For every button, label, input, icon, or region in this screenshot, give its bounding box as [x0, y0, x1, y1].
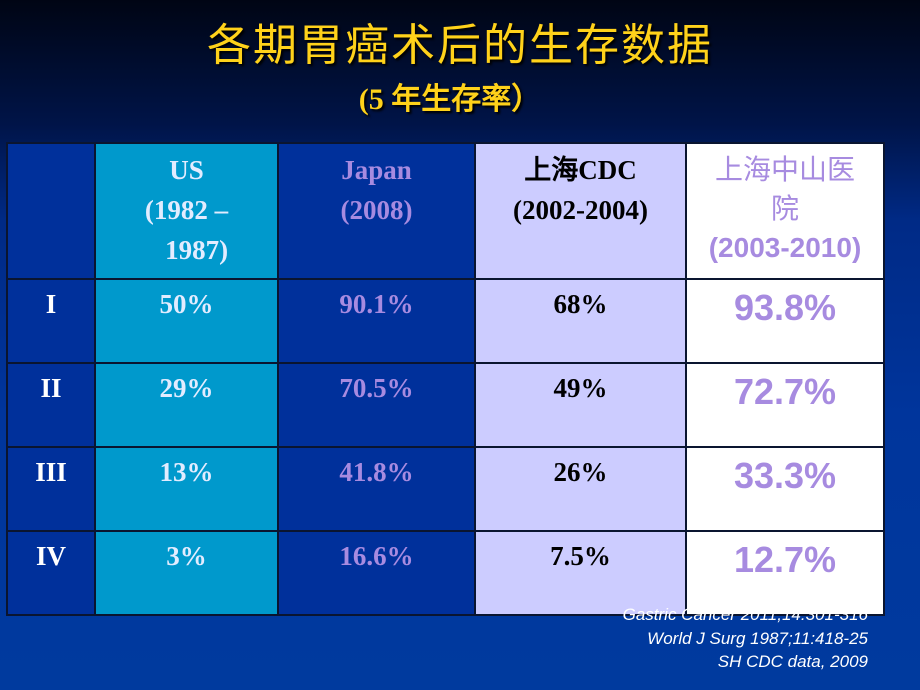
stage-cell: II [6, 362, 96, 448]
japan-value-cell: 70.5% [277, 362, 476, 448]
reference-item: Gastric Cancer 2011;14:301-316 [622, 605, 868, 624]
sh-cdc-value-cell: 49% [474, 362, 687, 448]
table-row: III 13% 41.8% 26% 33.3% [6, 446, 885, 532]
stage-cell: IV [6, 530, 96, 616]
header-zhongshan-years: (2003-2010) [708, 232, 862, 263]
header-cell-sh-cdc: 上海CDC (2002-2004) [474, 142, 687, 280]
header-sh-cdc-label: 上海CDC [524, 155, 637, 185]
reference-item: SH CDC data, 2009 [717, 652, 868, 671]
us-value-cell: 13% [94, 446, 279, 532]
header-us-years-start: (1982 – [144, 195, 229, 225]
zhongshan-value-cell: 33.3% [685, 446, 885, 532]
japan-value-cell: 90.1% [277, 278, 476, 364]
zhongshan-value-cell: 93.8% [685, 278, 885, 364]
slide-subtitle: (5 年生存率） [358, 83, 542, 116]
header-cell-japan: Japan (2008) [277, 142, 476, 280]
table-row: II 29% 70.5% 49% 72.7% [6, 362, 885, 448]
japan-value-cell: 16.6% [277, 530, 476, 616]
zhongshan-value-cell: 72.7% [685, 362, 885, 448]
table-row: IV 3% 16.6% 7.5% 12.7% [6, 530, 885, 616]
table-header-row: US (1982 – 1987) Japan (2008) 上海CDC (200… [6, 142, 885, 280]
header-zhongshan-label: 上海中山医 [714, 154, 855, 185]
stage-cell: III [6, 446, 96, 532]
slide-title: 各期胃癌术后的生存数据 [207, 20, 713, 71]
us-value-cell: 50% [94, 278, 279, 364]
zhongshan-value-cell: 12.7% [685, 530, 885, 616]
reference-item: World J Surg 1987;11:418-25 [647, 628, 868, 648]
header-cell-zhongshan: 上海中山医 院 (2003-2010) [685, 142, 885, 280]
sh-cdc-value-cell: 7.5% [474, 530, 687, 616]
sh-cdc-value-cell: 26% [474, 446, 687, 532]
header-us-label: US [169, 155, 204, 185]
us-value-cell: 29% [94, 362, 279, 448]
header-japan-label: Japan [341, 155, 412, 185]
survival-table: US (1982 – 1987) Japan (2008) 上海CDC (200… [6, 142, 885, 616]
references: Gastric Cancer 2011;14:301-316 World J S… [623, 603, 868, 674]
stage-cell: I [6, 278, 96, 364]
header-cell-stage [6, 142, 96, 280]
header-us-years-end: 1987) [144, 235, 229, 265]
us-value-cell: 3% [94, 530, 279, 616]
table-row: I 50% 90.1% 68% 93.8% [6, 278, 885, 364]
header-sh-cdc-years: (2002-2004) [513, 195, 648, 225]
header-japan-year: (2008) [340, 195, 413, 225]
japan-value-cell: 41.8% [277, 446, 476, 532]
sh-cdc-value-cell: 68% [474, 278, 687, 364]
header-zhongshan-label-cont: 院 [770, 193, 799, 224]
header-cell-us: US (1982 – 1987) [94, 142, 279, 280]
